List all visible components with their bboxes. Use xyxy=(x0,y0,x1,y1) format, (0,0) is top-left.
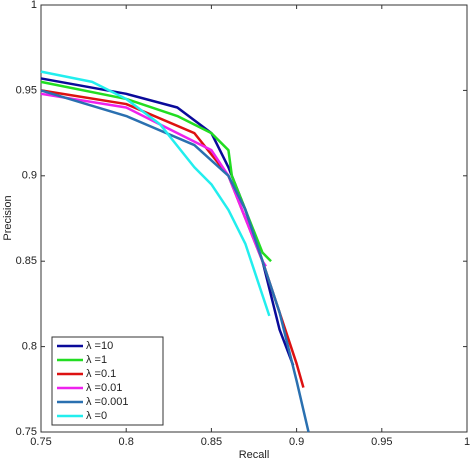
series-line xyxy=(40,80,272,263)
x-tick-label: 0.9 xyxy=(289,436,304,448)
x-tick-label: 0.95 xyxy=(371,436,392,448)
x-axis-label: Recall xyxy=(239,449,270,461)
x-tick-label: 0.8 xyxy=(119,436,134,448)
y-tick-label: 0.95 xyxy=(16,84,37,96)
y-tick-label: 0.9 xyxy=(22,170,37,182)
legend-label: λ =0.01 xyxy=(86,382,122,394)
x-tick-label: 1 xyxy=(464,436,470,448)
series-line xyxy=(40,89,310,433)
series-line xyxy=(40,70,271,317)
legend-label: λ =0 xyxy=(86,410,107,422)
series-line xyxy=(40,77,295,366)
legend-label: λ =1 xyxy=(86,354,107,366)
y-tick-label: 0.85 xyxy=(16,255,37,267)
legend-box xyxy=(51,336,164,426)
y-tick-label: 1 xyxy=(31,0,37,11)
y-tick-label: 0.8 xyxy=(22,341,37,353)
y-tick-label: 0.75 xyxy=(16,426,37,438)
legend-label: λ =10 xyxy=(86,340,113,352)
y-axis-label: Precision xyxy=(2,195,14,240)
x-tick-label: 0.75 xyxy=(30,436,51,448)
legend-label: λ =0.001 xyxy=(86,396,129,408)
x-tick-label: 0.85 xyxy=(201,436,222,448)
legend-label: λ =0.1 xyxy=(86,368,116,380)
